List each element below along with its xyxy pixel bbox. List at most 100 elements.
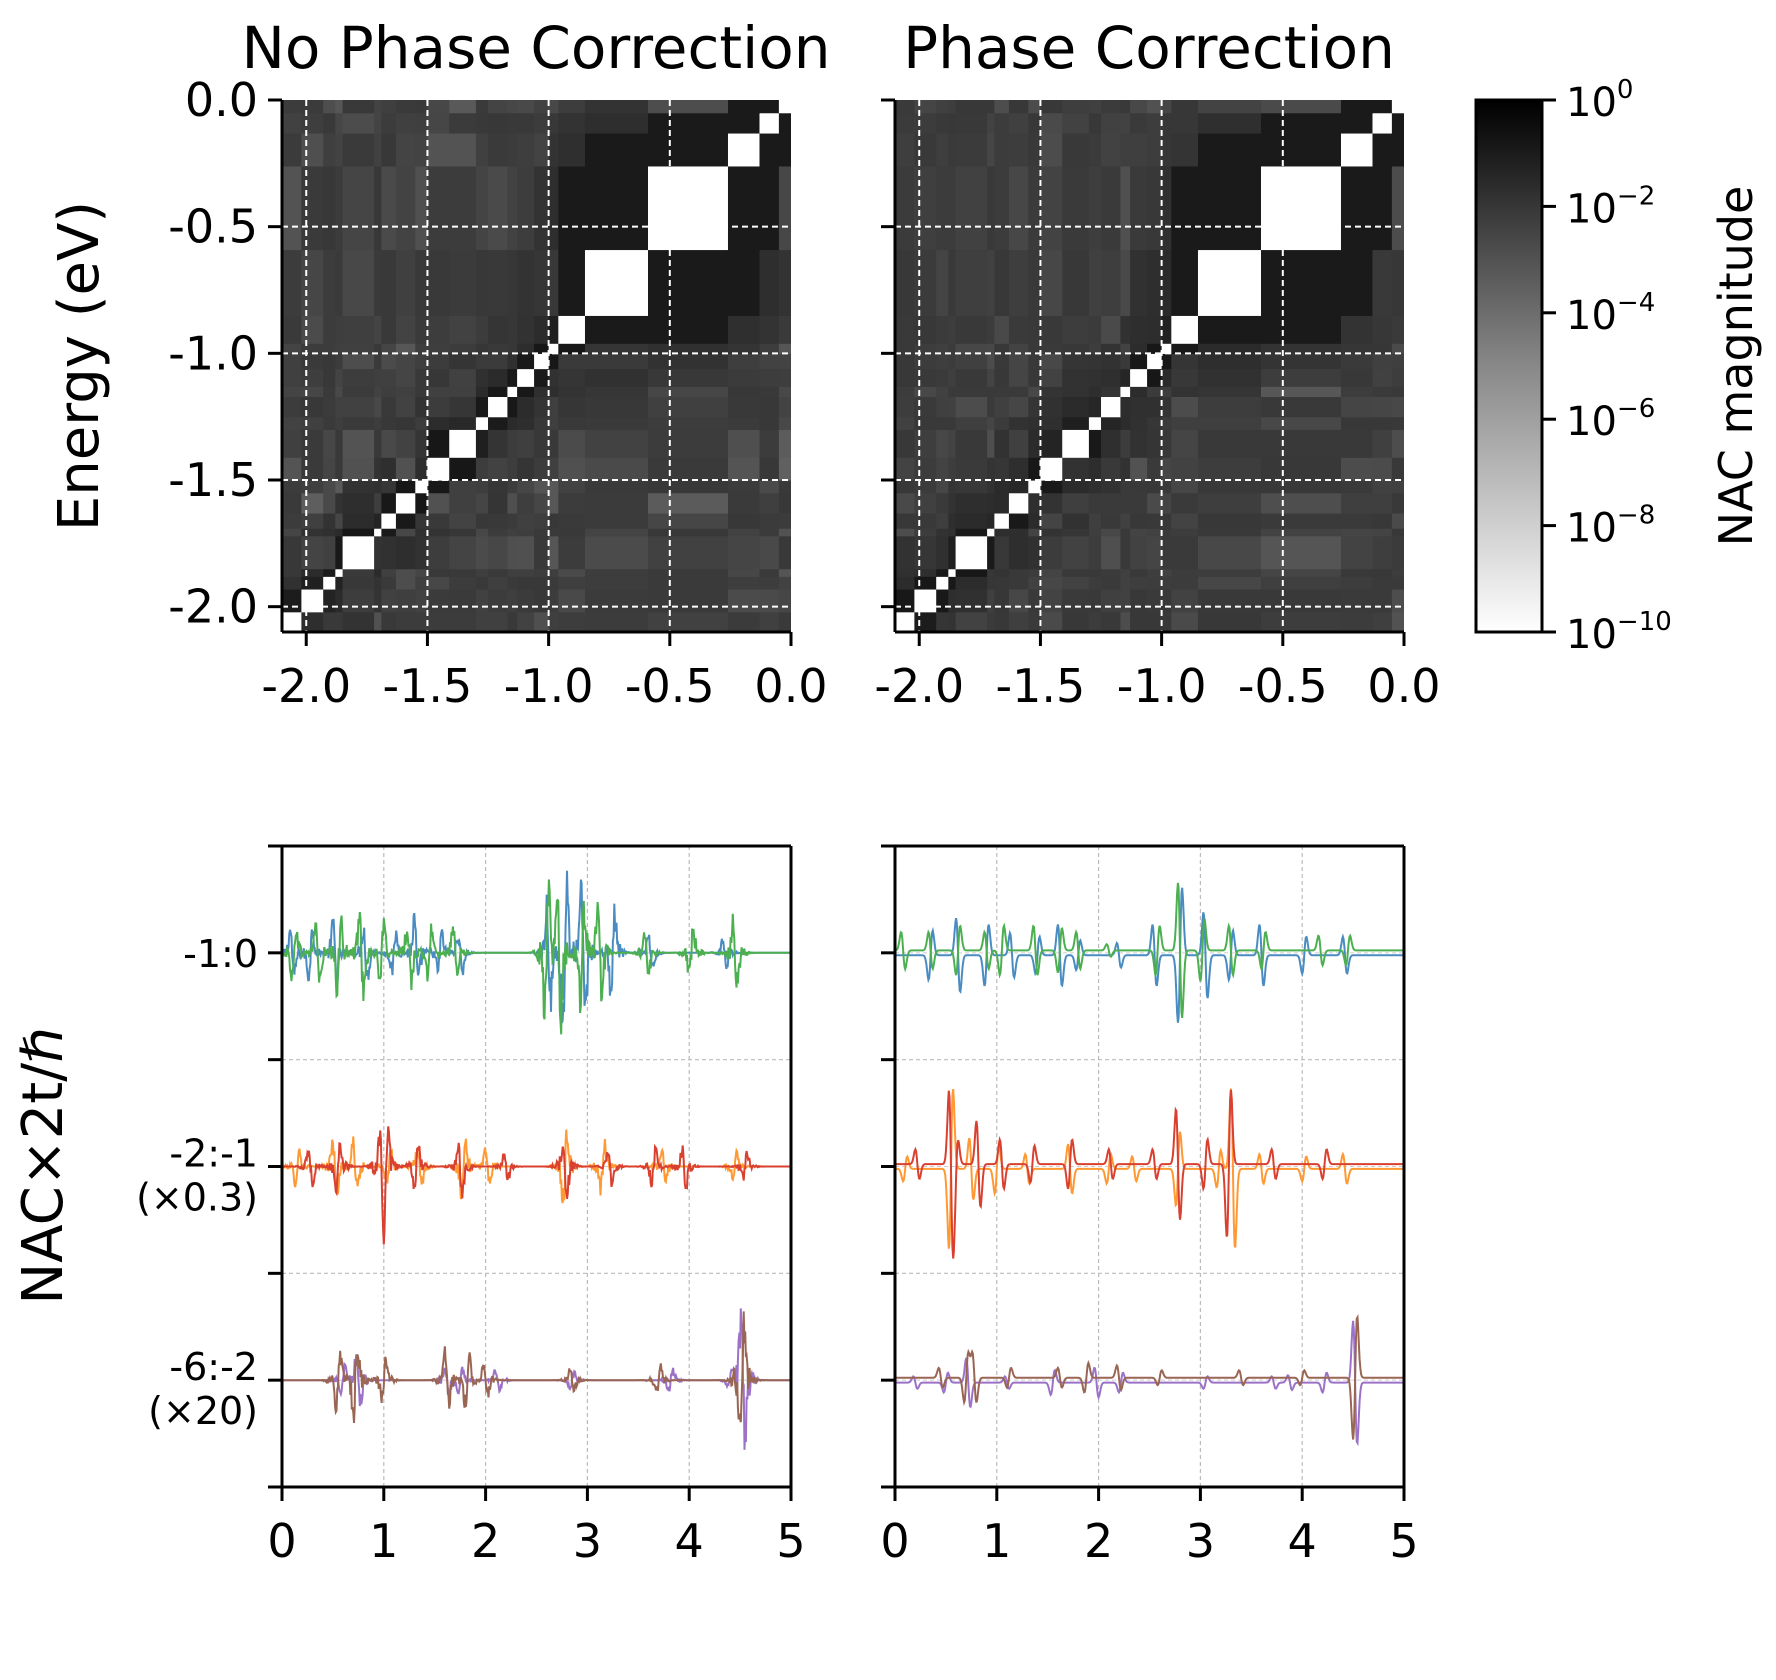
- heatmap-cell: [1040, 512, 1063, 529]
- heatmap-cell: [1088, 535, 1102, 570]
- heatmap-cell: [1197, 429, 1262, 458]
- heatmap-cell: [1260, 416, 1342, 430]
- heatmap-cell: [1130, 528, 1148, 537]
- colorbar: [1474, 98, 1544, 634]
- heatmap-cell: [1040, 315, 1063, 344]
- heatmap-cell: [335, 611, 344, 632]
- heatmap-cell: [778, 416, 791, 430]
- heatmap-cell: [914, 568, 937, 577]
- heatmap-cell: [895, 528, 915, 537]
- heatmap-cell: [1120, 132, 1131, 167]
- heatmap-cell: [517, 396, 535, 418]
- series-line: [895, 882, 1404, 1019]
- heatmap-cell: [1062, 396, 1090, 418]
- heatmap-cell: [282, 386, 302, 397]
- heatmap-cell: [584, 588, 649, 613]
- y-tick-label: -6:-2: [169, 1345, 258, 1389]
- heatmap-cell: [1028, 535, 1042, 570]
- heatmap-cell: [1161, 568, 1172, 577]
- heatmap-cell: [647, 492, 729, 514]
- heatmap-cell: [759, 132, 780, 167]
- heatmap-cell: [1340, 100, 1374, 114]
- heatmap-cell: [534, 429, 550, 458]
- heatmap-cell: [994, 528, 1010, 537]
- heatmap-cell: [488, 429, 509, 458]
- heatmap-cell: [282, 535, 302, 570]
- heatmap-cell: [475, 568, 489, 577]
- heatmap-cell: [374, 100, 382, 114]
- series-line: [282, 1126, 791, 1245]
- heatmap-cell: [778, 315, 791, 344]
- heatmap-cell: [914, 588, 937, 613]
- heatmap-cell: [895, 315, 915, 344]
- heatmap-cell: [449, 353, 477, 370]
- heatmap-cell: [1008, 512, 1029, 529]
- heatmap-cell: [1372, 353, 1393, 370]
- heatmap-cell: [948, 249, 957, 316]
- heatmap-cell: [1171, 568, 1199, 577]
- heatmap-cell: [1088, 132, 1102, 167]
- heatmap-cell: [534, 396, 550, 418]
- heatmap-cell: [1260, 429, 1342, 458]
- colorbar-tick-label: 10−6: [1566, 394, 1655, 445]
- heatmap-cell: [948, 132, 957, 167]
- x-tick-label: 4: [675, 1514, 704, 1568]
- heatmap-cell: [475, 112, 489, 134]
- heatmap-cell: [1260, 492, 1342, 514]
- heatmap-cell: [727, 535, 761, 570]
- heatmap-cell: [759, 112, 780, 134]
- heatmap-cell: [1171, 588, 1199, 613]
- heatmap-cell: [1197, 165, 1262, 251]
- heatmap-cell: [1372, 576, 1393, 590]
- heatmap-cell: [507, 100, 518, 114]
- heatmap-cell: [1062, 611, 1090, 632]
- heatmap-cell: [1040, 429, 1063, 458]
- y-tick-label: -1:0: [183, 932, 258, 976]
- heatmap-cell: [936, 315, 949, 344]
- heatmap-cell: [427, 386, 450, 397]
- heatmap-cell: [534, 492, 550, 514]
- heatmap-cell: [584, 457, 649, 481]
- heatmap-cell: [1008, 611, 1029, 632]
- heatmap-cell: [342, 588, 375, 613]
- heatmap-cell: [282, 396, 302, 418]
- heatmap-cell: [427, 429, 450, 458]
- heatmap-cell: [1120, 480, 1131, 494]
- heatmap-cell: [584, 416, 649, 430]
- heatmap-cell: [1171, 112, 1199, 134]
- heatmap-cell: [647, 343, 729, 354]
- heatmap-cell: [647, 396, 729, 418]
- heatmap-cell: [1008, 112, 1029, 134]
- heatmap-cell: [1147, 343, 1163, 354]
- heatmap-cell: [1147, 512, 1163, 529]
- heatmap-cell: [1161, 353, 1172, 370]
- heatmap-cell: [323, 512, 336, 529]
- heatmap-cell: [342, 611, 375, 632]
- colorbar-tick-label: 10−8: [1566, 501, 1655, 552]
- heatmap-cell: [282, 492, 302, 514]
- heatmap-cell: [335, 576, 344, 590]
- heatmap-cell: [1028, 480, 1042, 494]
- heatmap-cell: [936, 512, 949, 529]
- heatmap-cell: [507, 429, 518, 458]
- heatmap-cell: [1260, 343, 1342, 354]
- heatmap-cell: [507, 457, 518, 481]
- heatmap-cell: [1120, 576, 1131, 590]
- heatmap-cell: [381, 512, 397, 529]
- heatmap-cell: [374, 353, 382, 370]
- heatmap-cell: [282, 353, 302, 370]
- heatmap-cell: [1040, 588, 1063, 613]
- heatmap-cell: [381, 611, 397, 632]
- heatmap-cell: [507, 611, 518, 632]
- heatmap-cell: [647, 132, 729, 167]
- heatmap-cell: [1197, 492, 1262, 514]
- heatmap-cell: [727, 512, 761, 529]
- heatmap-cell: [1147, 112, 1163, 134]
- heatmap-cell: [395, 535, 416, 570]
- heatmap-cell: [1372, 480, 1393, 494]
- heatmap-cell: [558, 535, 586, 570]
- heatmap-cell: [548, 416, 559, 430]
- heatmap-cell: [395, 343, 416, 354]
- heatmap-cell: [895, 576, 915, 590]
- heatmap-cell: [987, 353, 995, 370]
